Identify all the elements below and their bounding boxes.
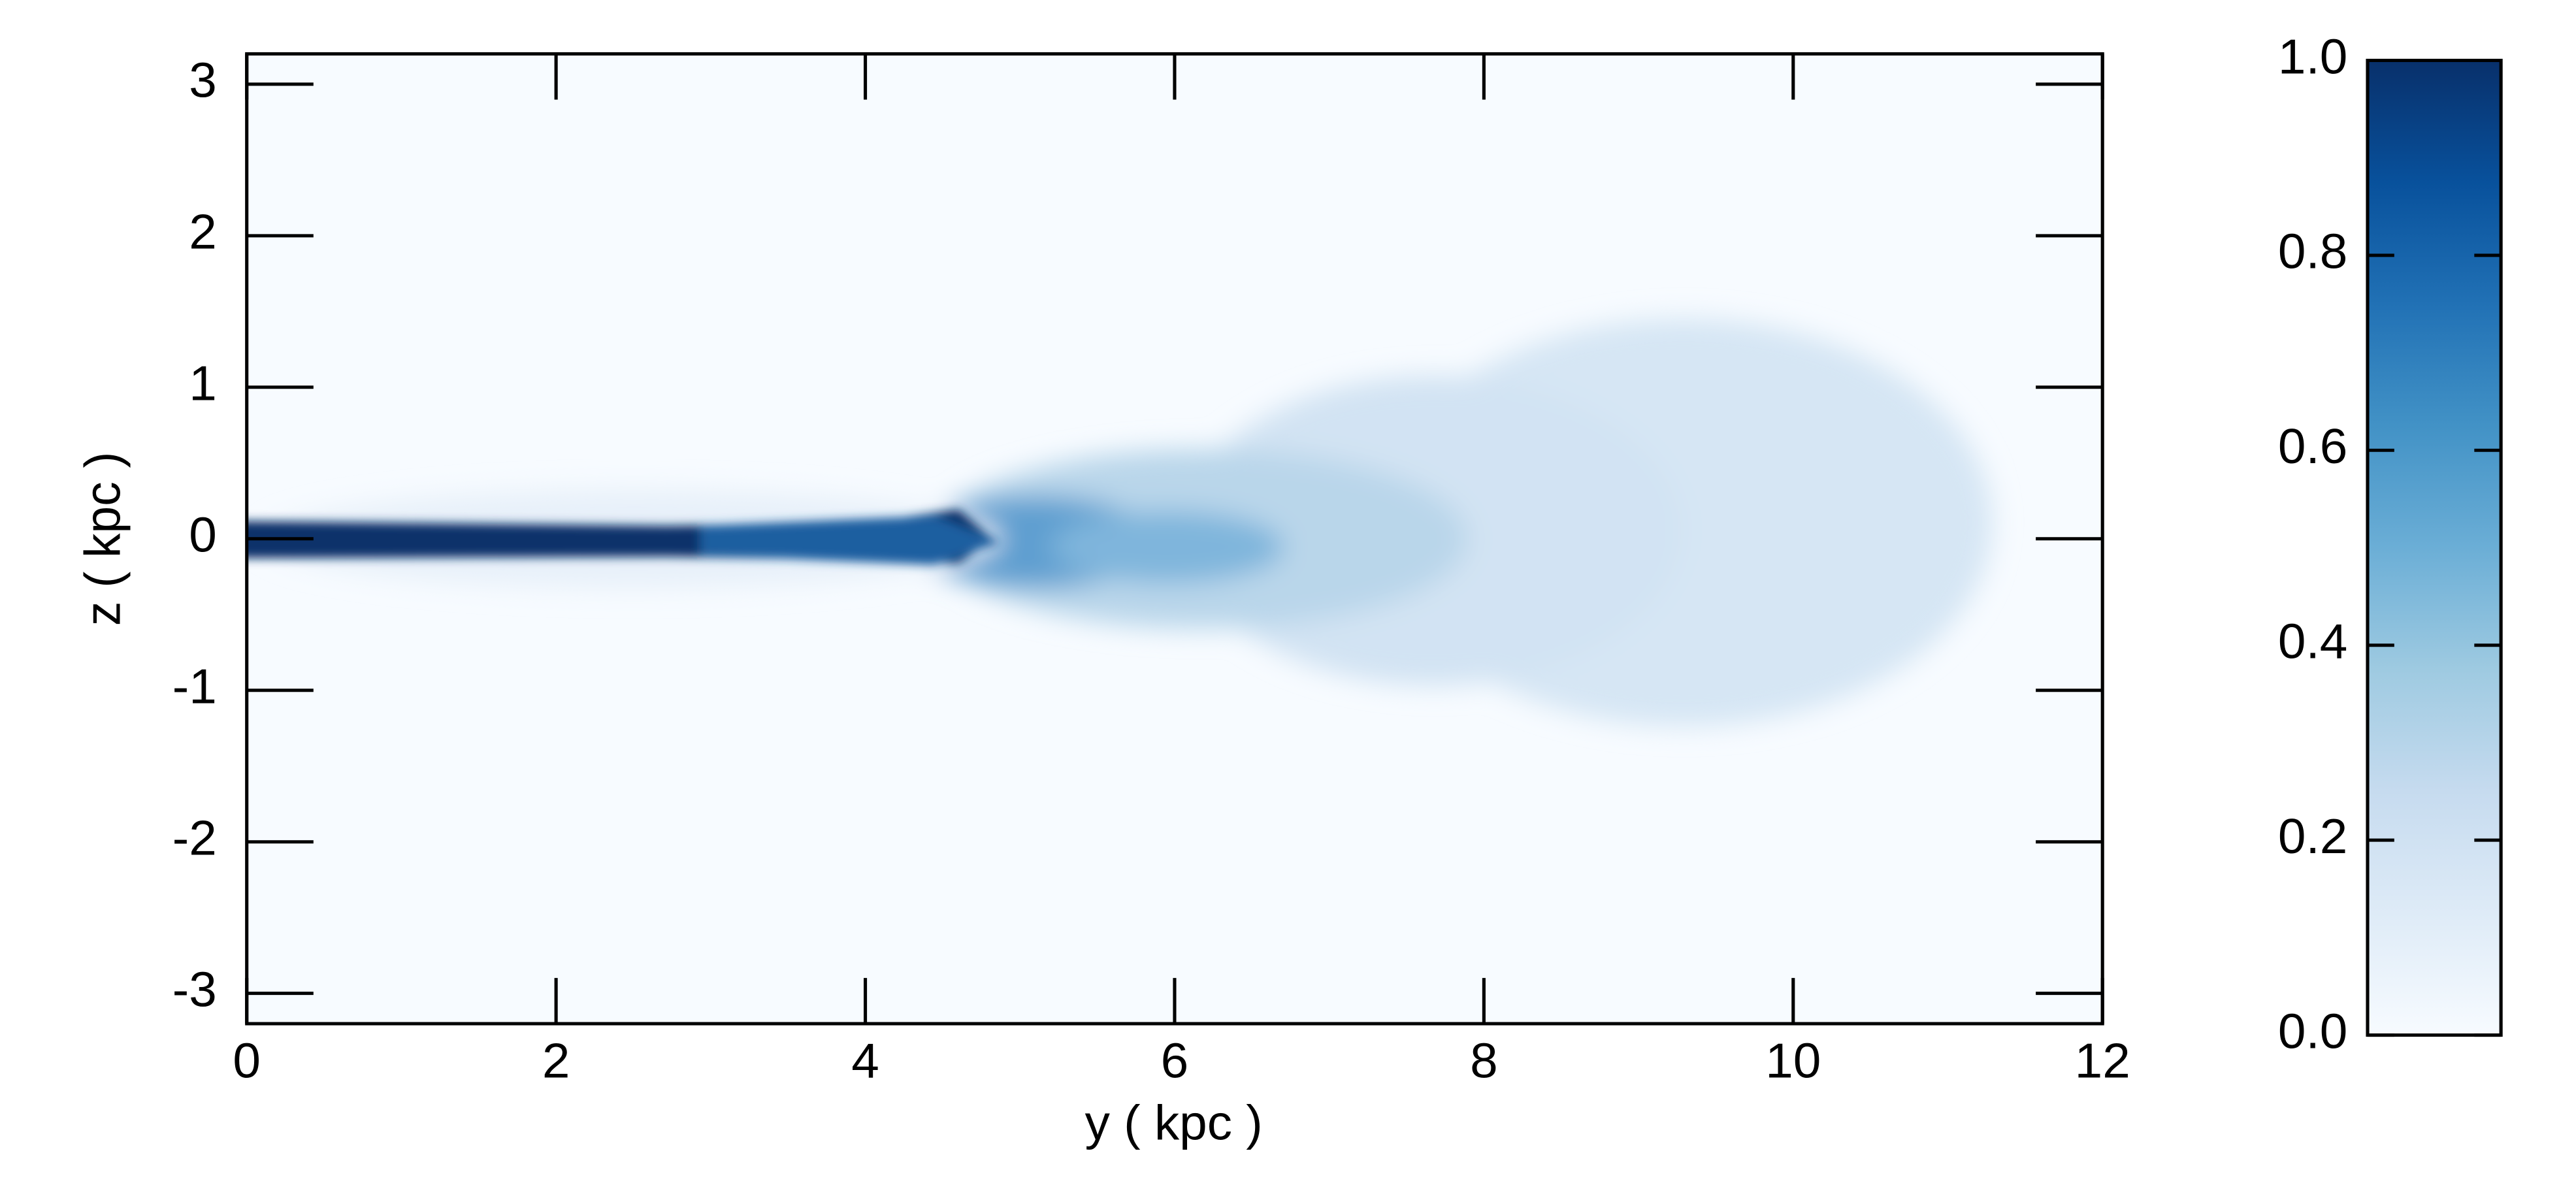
x-tick-label: 4 <box>851 1033 879 1088</box>
jet <box>246 509 1001 565</box>
colorbar-tick-label: 0.8 <box>2278 224 2347 279</box>
y-tick-label: 2 <box>189 204 217 259</box>
y-tick-label: -1 <box>172 659 217 714</box>
y-tick-label: -2 <box>172 811 217 866</box>
y-tick-label: -3 <box>172 962 217 1017</box>
colorbar-tick-label: 1.0 <box>2278 29 2347 84</box>
x-tick-label: 12 <box>2075 1033 2130 1088</box>
x-tick-label: 6 <box>1161 1033 1189 1088</box>
colorbar-tick-label: 0.0 <box>2278 1004 2347 1059</box>
y-tick-label: 1 <box>189 356 217 411</box>
image <box>246 54 2103 1024</box>
plume <box>267 318 1993 727</box>
colorbar-tick-label: 0.2 <box>2278 809 2347 864</box>
colorbar-tick-label: 0.6 <box>2278 419 2347 474</box>
colorbar-frame <box>2366 58 2503 1037</box>
x-tick-label: 8 <box>1470 1033 1498 1088</box>
x-axis-label: y ( kpc ) <box>1085 1095 1263 1150</box>
x-tick-label: 2 <box>542 1033 570 1088</box>
turbulent-core <box>1050 511 1284 583</box>
y-axis-label: z ( kpc ) <box>75 451 131 626</box>
colorbar-tick-label: 0.4 <box>2278 614 2347 669</box>
y-tick-label: 3 <box>189 53 217 108</box>
colorbar <box>2367 60 2502 1035</box>
y-tick-label: 0 <box>189 508 217 562</box>
jet-head <box>700 515 1001 565</box>
x-tick-label: 10 <box>1765 1033 1821 1088</box>
x-tick-label: 0 <box>233 1033 261 1088</box>
